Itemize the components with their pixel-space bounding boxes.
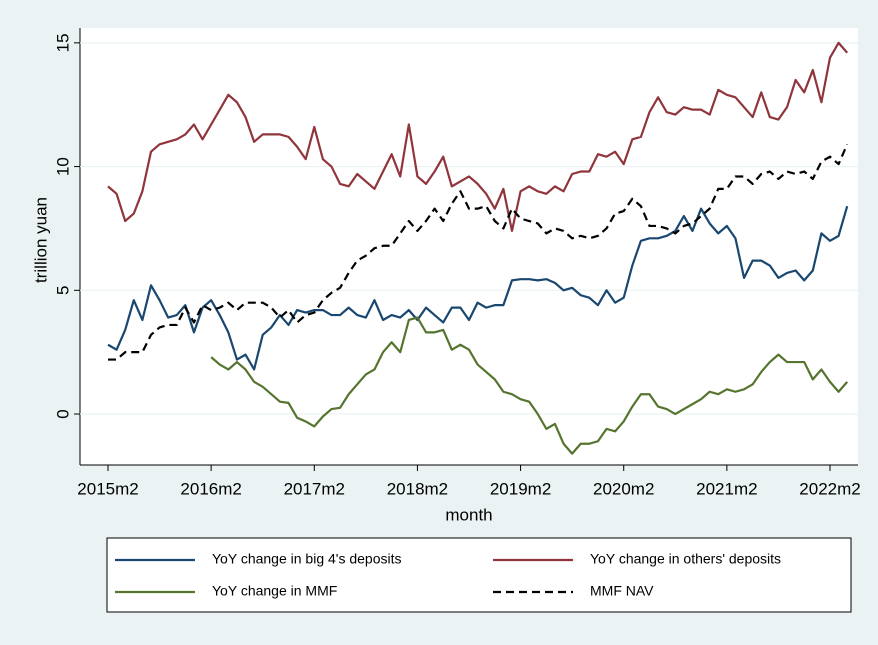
- legend: [106, 537, 852, 613]
- x-tick-label: 2021m2: [696, 479, 757, 498]
- y-tick-label: 15: [53, 33, 72, 52]
- plot-area: [80, 28, 858, 465]
- x-tick-label: 2016m2: [180, 479, 241, 498]
- x-tick-label: 2015m2: [77, 479, 138, 498]
- x-axis-title: month: [445, 505, 492, 524]
- y-tick-label: 10: [53, 157, 72, 176]
- series-line: [107, 41, 849, 233]
- x-tick-label: 2017m2: [284, 479, 345, 498]
- legend-label: YoY change in big 4's deposits: [212, 551, 402, 567]
- x-tick-label: 2022m2: [799, 479, 860, 498]
- series-line: [107, 205, 849, 371]
- x-tick-label: 2019m2: [490, 479, 551, 498]
- x-tick-label: 2020m2: [593, 479, 654, 498]
- y-tick-label: 0: [53, 409, 72, 418]
- y-tick-label: 5: [53, 286, 72, 295]
- x-tick-label: 2018m2: [387, 479, 448, 498]
- legend-label: MMF NAV: [590, 583, 654, 599]
- legend-label: YoY change in MMF: [212, 583, 337, 599]
- series-line: [210, 316, 849, 455]
- y-axis-title: trillion yuan: [31, 197, 50, 283]
- series-line: [108, 143, 849, 361]
- legend-label: YoY change in others' deposits: [590, 551, 781, 567]
